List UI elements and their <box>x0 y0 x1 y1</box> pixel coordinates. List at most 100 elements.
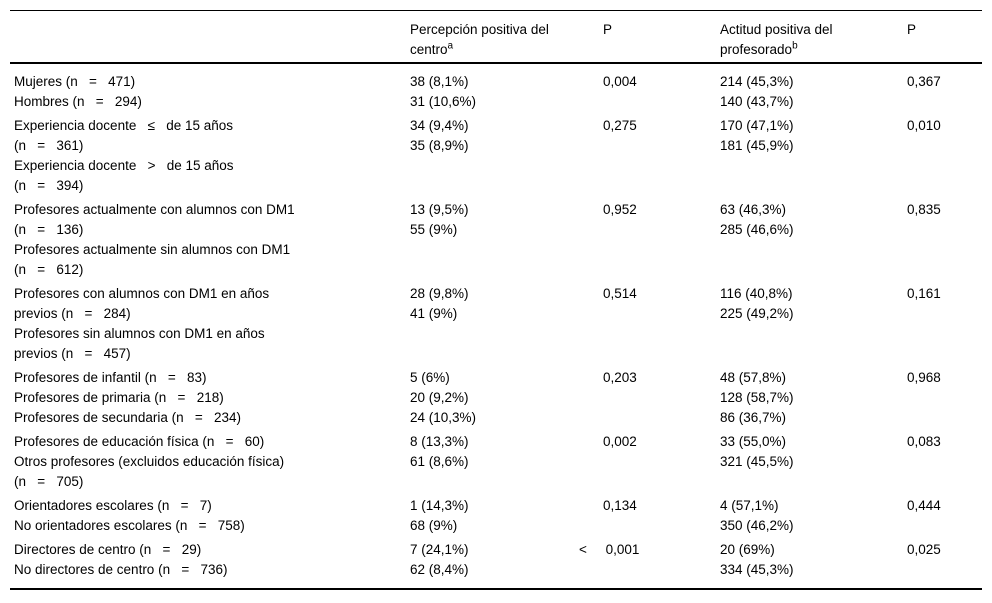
table-group-row: Directores de centro (n = 29) No director… <box>10 538 982 582</box>
p-value: 0,275 <box>603 118 637 133</box>
percepcion-value: 31 (10,6%) <box>410 94 477 109</box>
percepcion-values-cell: 7 (24,1%) 62 (8,4%) <box>410 540 603 580</box>
row-label: Orientadores escolares (n = 7) <box>14 498 212 513</box>
row-label: No orientadores escolares (n = 758) <box>14 518 245 533</box>
actitud-values-cell: 116 (40,8%) 225 (49,2%) <box>720 284 907 324</box>
header-col-percepcion-label: Percepción positiva del centro <box>410 22 549 57</box>
p-value-actitud-cell: 0,161 <box>907 284 982 304</box>
table-group-row: Mujeres (n = 471) Hombres (n = 294) 38 (8,… <box>10 70 982 114</box>
header-col-p2: P <box>907 22 917 37</box>
p-value-percepcion-cell: 0,203 <box>603 368 720 388</box>
row-label: Profesores sin alumnos con DM1 en años p… <box>14 326 265 361</box>
footnote-marker-b: b <box>792 40 798 52</box>
percepcion-values-cell: 38 (8,1%) 31 (10,6%) <box>410 72 603 112</box>
header-col-p1: P <box>603 22 613 37</box>
p-value-actitud-cell: 0,835 <box>907 200 982 220</box>
p-value: 0,134 <box>603 498 637 513</box>
percepcion-value: 61 (8,6%) <box>410 454 469 469</box>
header-col-actitud-label: Actitud positiva del profesorado <box>720 22 833 57</box>
percepcion-value: 38 (8,1%) <box>410 74 469 89</box>
table-group-row: Profesores con alumnos con DM1 en años p… <box>10 282 982 366</box>
row-label: Experiencia docente > de 15 años (n = 39… <box>14 158 234 193</box>
percepcion-values-cell: 5 (6%) 20 (9,2%) 24 (10,3%) <box>410 368 603 428</box>
actitud-value: 20 (69%) <box>720 542 775 557</box>
row-labels-cell: Profesores de infantil (n = 83) Profesore… <box>10 368 410 428</box>
p-value-actitud-cell: 0,083 <box>907 432 982 452</box>
percepcion-value: 62 (8,4%) <box>410 562 469 577</box>
row-label: Profesores actualmente sin alumnos con D… <box>14 242 291 277</box>
actitud-value: 225 (49,2%) <box>720 306 794 321</box>
percepcion-value: 34 (9,4%) <box>410 118 469 133</box>
actitud-value: 63 (46,3%) <box>720 202 787 217</box>
statistics-table: Percepción positiva del centroa P Actitu… <box>10 10 982 590</box>
p-value: 0,835 <box>907 202 941 217</box>
actitud-value: 285 (46,6%) <box>720 222 794 237</box>
table-bottom-rule <box>10 588 982 590</box>
actitud-value: 214 (45,3%) <box>720 74 794 89</box>
actitud-value: 350 (46,2%) <box>720 518 794 533</box>
table-body: Mujeres (n = 471) Hombres (n = 294) 38 (8,… <box>10 64 982 588</box>
percepcion-value: 7 (24,1%) <box>410 542 469 557</box>
row-label: Experiencia docente ≤ de 15 años (n = 36… <box>14 118 234 153</box>
percepcion-values-cell: 13 (9,5%) 55 (9%) <box>410 200 603 240</box>
row-label: Profesores actualmente con alumnos con D… <box>14 202 295 237</box>
actitud-value: 86 (36,7%) <box>720 410 787 425</box>
actitud-value: 334 (45,3%) <box>720 562 794 577</box>
p-value-actitud-cell: 0,010 <box>907 116 982 136</box>
percepcion-value: 68 (9%) <box>410 518 458 533</box>
p-value: 0,002 <box>603 434 637 449</box>
p-value-actitud-cell: 0,968 <box>907 368 982 388</box>
percepcion-value: 41 (9%) <box>410 306 458 321</box>
p-value-actitud-cell: 0,444 <box>907 496 982 516</box>
row-labels-cell: Profesores actualmente con alumnos con D… <box>10 200 410 280</box>
percepcion-values-cell: 34 (9,4%) 35 (8,9%) <box>410 116 603 156</box>
percepcion-value: 55 (9%) <box>410 222 458 237</box>
footnote-marker-a: a <box>447 40 454 52</box>
actitud-values-cell: 170 (47,1%) 181 (45,9%) <box>720 116 907 156</box>
actitud-value: 170 (47,1%) <box>720 118 794 133</box>
percepcion-value: 8 (13,3%) <box>410 434 469 449</box>
p-value: 0,367 <box>907 74 941 89</box>
actitud-value: 140 (43,7%) <box>720 94 794 109</box>
actitud-value: 321 (45,5%) <box>720 454 794 469</box>
p-value: 0,444 <box>907 498 941 513</box>
table-group-row: Profesores de educación física (n = 60) O… <box>10 430 982 494</box>
row-label: Profesores de primaria (n = 218) <box>14 390 224 405</box>
actitud-values-cell: 33 (55,0%) 321 (45,5%) <box>720 432 907 472</box>
actitud-value: 116 (40,8%) <box>720 286 793 301</box>
table-group-row: Orientadores escolares (n = 7) No orienta… <box>10 494 982 538</box>
actitud-values-cell: 63 (46,3%) 285 (46,6%) <box>720 200 907 240</box>
actitud-value: 48 (57,8%) <box>720 370 787 385</box>
percepcion-values-cell: 8 (13,3%) 61 (8,6%) <box>410 432 603 472</box>
header-col-percepcion: Percepción positiva del centroa <box>410 20 603 60</box>
p-value: 0,514 <box>603 286 637 301</box>
row-label: Directores de centro (n = 29) <box>14 542 202 557</box>
row-labels-cell: Profesores con alumnos con DM1 en años p… <box>10 284 410 364</box>
p-value-percepcion-cell: 0,275 <box>603 116 720 136</box>
row-label: Profesores con alumnos con DM1 en años p… <box>14 286 270 321</box>
row-label: No directores de centro (n = 736) <box>14 562 228 577</box>
row-labels-cell: Orientadores escolares (n = 7) No orienta… <box>10 496 410 536</box>
table-group-row: Profesores de infantil (n = 83) Profesore… <box>10 366 982 430</box>
p-value: 0,083 <box>907 434 941 449</box>
p-value: 0,161 <box>907 286 941 301</box>
table-group-row: Experiencia docente ≤ de 15 años (n = 36… <box>10 114 982 198</box>
row-label: Profesores de infantil (n = 83) <box>14 370 207 385</box>
p-value-percepcion-cell: 0,952 <box>603 200 720 220</box>
actitud-values-cell: 4 (57,1%) 350 (46,2%) <box>720 496 907 536</box>
actitud-value: 181 (45,9%) <box>720 138 794 153</box>
p-value: 0,025 <box>907 542 941 557</box>
table-header-row: Percepción positiva del centroa P Actitu… <box>10 11 982 62</box>
p-value: 0,952 <box>603 202 637 217</box>
row-label: Profesores de educación física (n = 60) <box>14 434 265 449</box>
p-value: 0,203 <box>603 370 637 385</box>
p-value-percepcion-cell: 0,004 <box>603 72 720 92</box>
p-value-percepcion-cell: < 0,001 <box>579 540 720 560</box>
percepcion-values-cell: 1 (14,3%) 68 (9%) <box>410 496 603 536</box>
p-value-percepcion-cell: 0,514 <box>603 284 720 304</box>
p-value: 0,968 <box>907 370 941 385</box>
p-value-percepcion-cell: 0,134 <box>603 496 720 516</box>
actitud-value: 4 (57,1%) <box>720 498 779 513</box>
percepcion-value: 24 (10,3%) <box>410 410 477 425</box>
